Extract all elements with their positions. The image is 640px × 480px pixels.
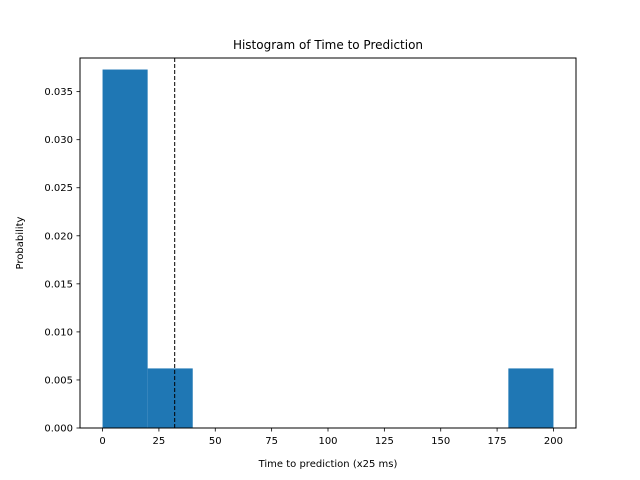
- histogram-bar-1: [147, 368, 193, 428]
- histogram-bar-0: [102, 69, 148, 428]
- y-tick-label: 0.035: [44, 87, 73, 98]
- y-tick-label: 0.025: [44, 183, 73, 194]
- histogram-bar-9: [508, 368, 554, 428]
- y-tick-label: 0.020: [44, 231, 73, 242]
- x-tick-label: 125: [375, 436, 394, 447]
- bars-group: [102, 69, 554, 428]
- y-tick-label: 0.005: [44, 375, 73, 386]
- x-tick-label: 200: [544, 436, 563, 447]
- y-tick-label: 0.000: [44, 424, 73, 435]
- x-axis-ticks: 0 25 50 75 100 125 150 175 200: [99, 428, 563, 447]
- x-tick-label: 0: [99, 436, 105, 447]
- x-tick-label: 50: [209, 436, 222, 447]
- y-tick-label: 0.030: [44, 135, 73, 146]
- y-tick-label: 0.015: [44, 279, 73, 290]
- x-tick-label: 100: [318, 436, 337, 447]
- y-tick-label: 0.010: [44, 327, 73, 338]
- x-tick-label: 75: [265, 436, 278, 447]
- y-axis-label: Probability: [15, 216, 26, 269]
- x-tick-label: 175: [488, 436, 507, 447]
- chart-title: Histogram of Time to Prediction: [233, 38, 423, 52]
- x-axis-label: Time to prediction (x25 ms): [258, 459, 398, 470]
- x-tick-label: 150: [431, 436, 450, 447]
- x-tick-label: 25: [153, 436, 166, 447]
- y-axis-ticks: 0.000 0.005 0.010 0.015 0.020 0.025 0.030 0.035: [44, 87, 80, 435]
